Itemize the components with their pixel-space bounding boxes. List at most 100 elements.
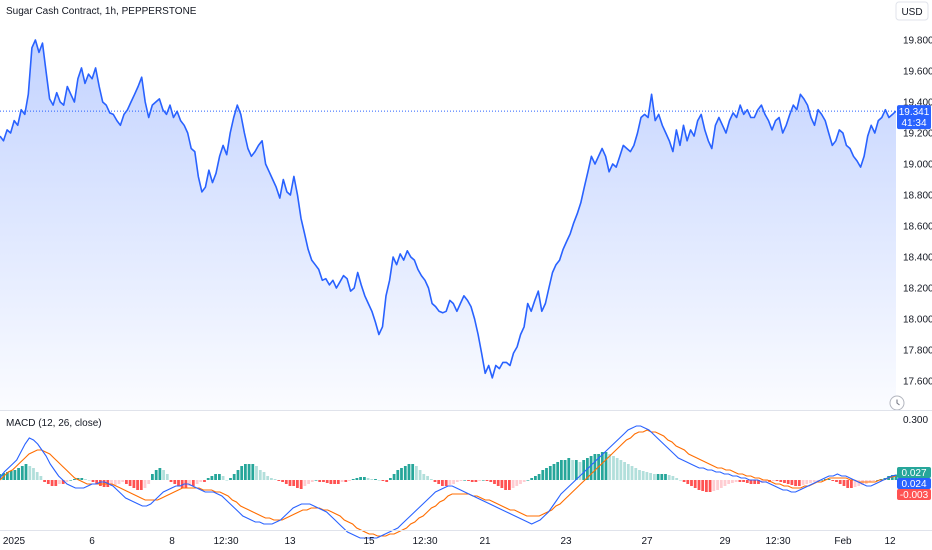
histogram-bar xyxy=(158,468,162,480)
signal-line xyxy=(0,429,897,537)
histogram-bar xyxy=(385,480,389,482)
histogram-bar xyxy=(273,479,277,480)
histogram-bar xyxy=(463,480,467,481)
bar-countdown: 41:34 xyxy=(901,118,926,129)
currency-button[interactable] xyxy=(895,1,929,21)
histogram-bar xyxy=(522,480,526,482)
histogram-bar xyxy=(478,480,481,481)
histogram-bar xyxy=(846,480,850,488)
histogram-bar xyxy=(742,480,745,482)
histogram-bar xyxy=(288,480,292,486)
histogram-bar xyxy=(489,480,493,482)
histogram-bar xyxy=(764,480,768,482)
time-tick-label: 23 xyxy=(560,536,572,547)
price-axis[interactable]: USD 19.800 19.600 19.400 19.200 19.000 18.800… xyxy=(889,0,932,411)
histogram-bar xyxy=(24,464,28,480)
histogram-bar xyxy=(344,480,348,482)
histogram-bar xyxy=(329,480,333,484)
histogram-bar xyxy=(69,480,73,481)
histogram-bar xyxy=(128,480,132,486)
histogram-bar xyxy=(515,480,519,486)
histogram-bar xyxy=(589,456,593,480)
price-tick-label: 18.600 xyxy=(903,222,932,233)
histogram-bar xyxy=(731,480,734,483)
macd-value-badge: -0.003 xyxy=(897,489,931,501)
histogram-bar xyxy=(719,480,723,488)
histogram-bar xyxy=(541,470,545,480)
histogram-bar xyxy=(218,474,221,480)
histogram-bar xyxy=(452,480,455,484)
last-price-value: 19.341 xyxy=(899,107,930,118)
histogram-bar xyxy=(262,472,266,480)
time-tick-label: 13 xyxy=(284,536,296,547)
histogram-bar xyxy=(578,462,582,480)
histogram-bar xyxy=(712,480,716,491)
time-tick-label: 27 xyxy=(641,536,653,547)
histogram-bar xyxy=(403,466,407,480)
histogram-bar xyxy=(641,471,645,480)
price-tick-label: 18.800 xyxy=(903,191,932,202)
macd-pane[interactable]: MACD (12, 26, close) xyxy=(0,418,898,539)
histogram-bar xyxy=(749,480,753,484)
histogram-bar xyxy=(779,480,783,482)
histogram-bar xyxy=(292,480,296,486)
histogram-bar xyxy=(537,474,541,480)
histogram-bar xyxy=(481,480,485,481)
time-tick-label: 12 xyxy=(884,536,896,547)
histogram-bar xyxy=(433,480,437,482)
histogram-bar xyxy=(775,480,779,481)
price-tick-label: 17.600 xyxy=(903,377,932,388)
histogram-bar xyxy=(58,480,61,484)
time-tick-label: 12:30 xyxy=(412,536,437,547)
histogram-bar xyxy=(355,478,359,480)
time-axis[interactable]: 2025 6 8 12:30 13 15 12:30 21 23 27 29 12:30 Feb 12 xyxy=(3,536,896,547)
histogram-bar xyxy=(177,480,180,486)
histogram-bar xyxy=(493,480,496,484)
histogram-bar xyxy=(783,480,786,483)
histogram-bar xyxy=(608,454,612,480)
histogram-bar xyxy=(790,480,794,485)
macd-value-text: -0.003 xyxy=(900,490,929,501)
histogram-bar xyxy=(381,480,385,481)
histogram-bar xyxy=(831,480,835,481)
price-pane[interactable]: Sugar Cash Contract, 1h, PEPPERSTONE xyxy=(0,6,897,410)
histogram-bar xyxy=(244,464,247,480)
histogram-bar xyxy=(389,478,392,480)
price-tick-label: 19.200 xyxy=(903,129,932,140)
histogram-bar xyxy=(820,480,824,481)
currency-label: USD xyxy=(901,7,922,18)
histogram-bar xyxy=(530,478,534,480)
histogram-bar xyxy=(251,464,255,480)
histogram-bar xyxy=(653,474,656,480)
histogram-bar xyxy=(485,480,489,481)
histogram-bar xyxy=(188,480,191,486)
histogram-bar xyxy=(318,480,322,482)
histogram-bar xyxy=(415,466,418,480)
histogram-bar xyxy=(303,480,307,486)
histogram-bar xyxy=(723,480,727,486)
histogram-bar xyxy=(195,480,199,484)
histogram-bar xyxy=(682,480,686,482)
histogram-bar xyxy=(374,479,377,480)
histogram-bar xyxy=(180,480,184,488)
histogram-bar xyxy=(340,480,344,482)
macd-value-text: 0.024 xyxy=(901,479,926,490)
histogram-bar xyxy=(708,480,712,492)
clock-icon xyxy=(896,399,900,406)
histogram-bar xyxy=(638,470,641,480)
histogram-bar xyxy=(593,454,597,480)
histogram-bar xyxy=(894,474,898,480)
scale-settings-button[interactable] xyxy=(889,395,905,411)
price-tick-label: 18.000 xyxy=(903,315,932,326)
histogram-bar xyxy=(87,480,91,481)
histogram-bar xyxy=(32,468,35,480)
price-tick-label: 19.800 xyxy=(903,36,932,47)
histogram-bar xyxy=(6,472,9,480)
macd-line xyxy=(0,425,897,539)
histogram-bar xyxy=(255,466,258,480)
time-tick-label: 12:30 xyxy=(765,536,790,547)
histogram-bar xyxy=(504,480,507,490)
histogram-bar xyxy=(392,474,396,480)
